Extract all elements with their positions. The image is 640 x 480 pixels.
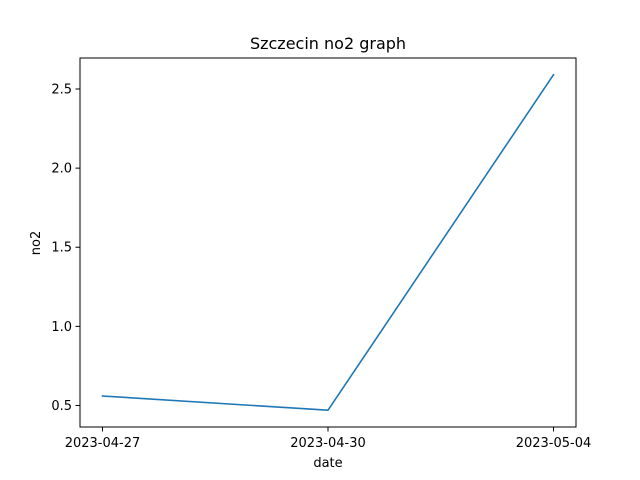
y-tick-label: 2.0 — [51, 162, 72, 177]
y-tick-label: 1.5 — [51, 241, 72, 256]
y-tick-label: 1.0 — [51, 320, 72, 335]
series-line-0 — [101, 73, 555, 412]
chart-title: Szczecin no2 graph — [250, 34, 406, 53]
x-tick-label: 2023-04-27 — [65, 436, 141, 451]
y-tick-label: 0.5 — [51, 399, 72, 414]
series-layer — [101, 73, 555, 412]
y-axis: 0.5 1.0 1.5 2.0 2.5 — [51, 83, 80, 414]
y-axis-label: no2 — [29, 231, 44, 255]
x-tick-label: 2023-04-30 — [290, 436, 366, 451]
x-tick-label: 2023-05-04 — [516, 436, 592, 451]
x-axis: 2023-04-27 2023-04-30 2023-05-04 — [65, 427, 592, 451]
y-tick-label: 2.5 — [51, 83, 72, 98]
x-axis-label: date — [313, 456, 342, 471]
